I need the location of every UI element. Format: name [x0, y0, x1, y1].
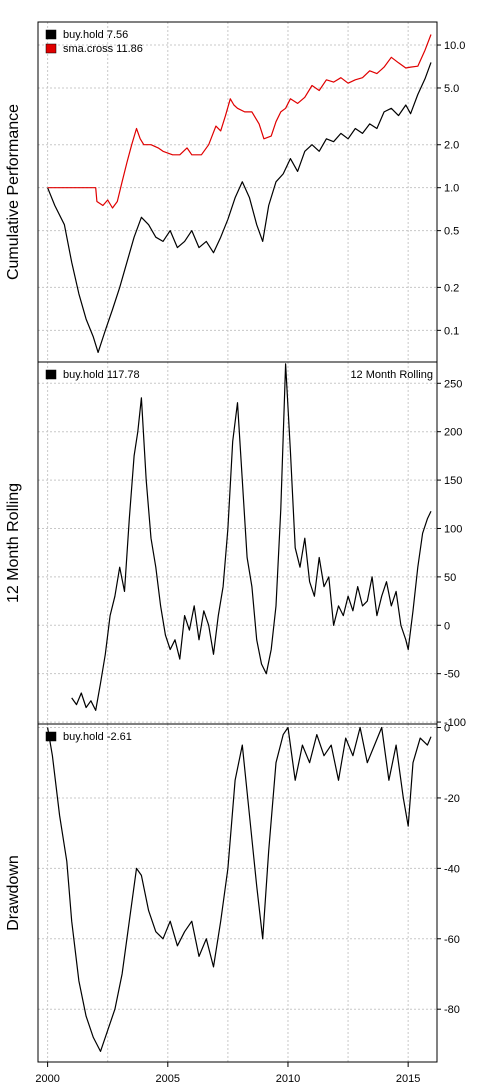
panel-2: -100 -50 0 50 100 150 200 250 12 Month Rolling bu… — [5, 361, 466, 729]
panel-frame — [37, 361, 438, 725]
y-tick-label: 50 — [444, 572, 456, 584]
legend-swatch — [45, 731, 57, 742]
y-tick-label: 10.0 — [444, 40, 465, 52]
panel-1: 0.1 0.2 0.5 1.0 2.0 5.0 10.0 Cumulative Perform… — [5, 21, 465, 363]
legend-entry: sma.cross 11.86 — [63, 43, 143, 55]
y-tick-label: 0.1 — [444, 325, 459, 337]
y-tick-label: -40 — [444, 863, 460, 875]
y-tick-label: 0 — [444, 620, 450, 632]
y-tick-label: -50 — [444, 669, 460, 681]
legend-swatch — [45, 369, 57, 380]
legend-entry: buy.hold 7.56 — [63, 29, 128, 41]
y-tick-label: 150 — [444, 475, 462, 487]
legend-swatch — [45, 29, 57, 40]
y-axis-title: Drawdown — [5, 855, 22, 931]
x-tick-label: 2005 — [156, 1073, 180, 1085]
series-line-buy-hold — [71, 363, 432, 711]
y-tick-label: -100 — [444, 717, 466, 729]
panel-3: -80 -60 -40 -20 0 Drawdown buy.hold -2.61 2000 2… — [5, 723, 460, 1085]
x-tick-label: 2000 — [35, 1073, 59, 1085]
y-axis-title: Cumulative Performance — [5, 104, 22, 280]
series-line-sma-cross — [47, 34, 432, 209]
y-tick-label: 5.0 — [444, 83, 459, 95]
series-line-buy-hold — [47, 726, 432, 1052]
y-tick-label: -60 — [444, 934, 460, 946]
panel-frame — [37, 723, 438, 1063]
legend-entry: buy.hold -2.61 — [63, 731, 132, 743]
y-tick-label: -20 — [444, 793, 460, 805]
y-tick-label: 0 — [444, 723, 450, 735]
y-axis-title: 12 Month Rolling — [5, 483, 22, 603]
legend-entry: buy.hold 117.78 — [63, 369, 140, 381]
x-tick-label: 2015 — [396, 1073, 420, 1085]
legend-swatch — [45, 43, 57, 54]
x-tick-label: 2010 — [276, 1073, 300, 1085]
series-line-buy-hold — [47, 62, 432, 353]
y-tick-label: 1.0 — [444, 183, 459, 195]
y-tick-label: 250 — [444, 378, 462, 390]
y-tick-label: -80 — [444, 1004, 460, 1016]
y-tick-label: 2.0 — [444, 140, 459, 152]
y-tick-label: 200 — [444, 427, 462, 439]
y-tick-label: 100 — [444, 523, 462, 535]
y-tick-label: 0.2 — [444, 282, 459, 294]
y-tick-label: 0.5 — [444, 226, 459, 238]
panel-annotation: 12 Month Rolling — [350, 369, 433, 381]
